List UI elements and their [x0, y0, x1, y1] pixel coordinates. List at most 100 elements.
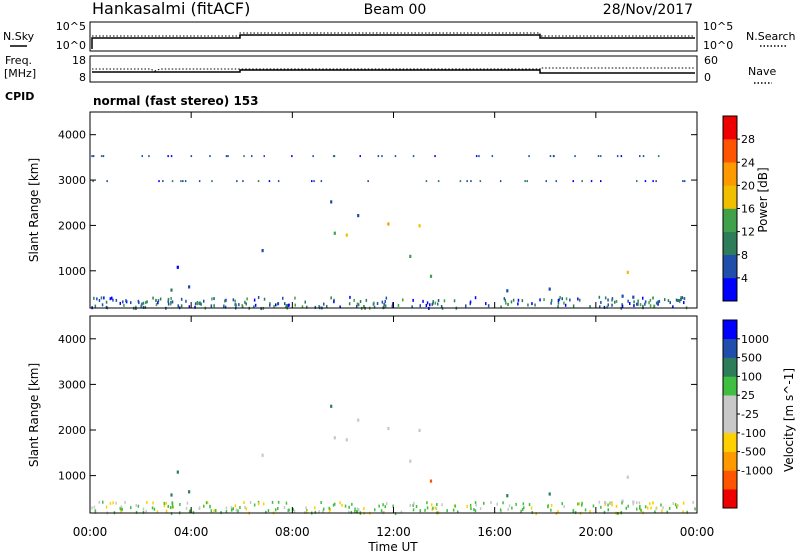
- echo-cell: [344, 504, 347, 508]
- echo-cell: [412, 508, 415, 512]
- echo-cell: [291, 155, 293, 158]
- echo-cell: [660, 503, 662, 507]
- echo-cell: [373, 305, 376, 309]
- echo-cell: [93, 296, 95, 300]
- echo-cell: [171, 300, 174, 304]
- echo-cell: [411, 305, 413, 309]
- echo-cell: [425, 304, 428, 307]
- echo-cell: [374, 508, 376, 512]
- echo-cell: [376, 302, 379, 305]
- echo-cell: [437, 302, 439, 306]
- echo-cell: [130, 506, 132, 510]
- echo-cell: [237, 509, 239, 513]
- echo-cell: [292, 507, 294, 511]
- echo-cell: [413, 501, 415, 505]
- echo-cell: [590, 180, 593, 183]
- echo-cell: [383, 302, 385, 306]
- echo-cell: [268, 180, 271, 183]
- cpid-label: CPID: [5, 90, 34, 103]
- echo-cell: [559, 296, 561, 299]
- echo-cell: [475, 155, 478, 158]
- colorbar-segment: [723, 489, 737, 509]
- echo-cell: [528, 503, 531, 507]
- echo-cell: [320, 180, 323, 183]
- echo-cell: [453, 299, 456, 303]
- freq-label-line1: Freq.: [5, 54, 32, 67]
- echo-cell: [253, 298, 256, 302]
- echo-cell: [563, 301, 565, 305]
- echo-cell: [257, 502, 260, 506]
- nsky-label: N.Sky: [3, 30, 35, 43]
- echo-cell: [180, 297, 183, 301]
- colorbar-segment: [723, 116, 737, 140]
- echo-cell: [314, 305, 317, 309]
- echo-cell: [394, 155, 397, 158]
- power-colorbar-label: Power [dB]: [756, 167, 770, 232]
- echo-cell: [426, 501, 428, 505]
- echo-cell: [644, 505, 647, 509]
- echo-cell: [470, 507, 472, 511]
- echo-cell: [328, 509, 331, 513]
- nsearch-trace: [92, 32, 695, 37]
- echo-cell: [654, 510, 656, 514]
- echo-cell: [429, 303, 431, 307]
- echo-cell: [647, 506, 649, 510]
- echo-cell: [142, 510, 145, 514]
- echo-cell: [543, 298, 545, 302]
- echo-cell: [253, 503, 256, 507]
- echo-cell: [333, 300, 335, 304]
- velocity-colorbar: 1000 500 100 25 -25 -100 -500 -1000: [722, 319, 773, 509]
- colorbar-tick-label: 24: [741, 156, 755, 169]
- echo-cell: [479, 507, 482, 511]
- echo-cell: [206, 501, 209, 505]
- velocity-plot-background: [90, 316, 697, 513]
- echo-cell: [162, 180, 164, 183]
- noise-top-tick-right: 10^5: [703, 20, 733, 33]
- freq-label-line2: [MHz]: [4, 67, 36, 80]
- echo-cell: [359, 155, 361, 158]
- echo-cell: [199, 302, 202, 306]
- colorbar-segment: [723, 376, 737, 396]
- echo-cell: [261, 453, 264, 457]
- echo-cell: [381, 300, 384, 304]
- echo-cell: [179, 503, 181, 506]
- echo-cell: [194, 305, 196, 309]
- echo-cell: [632, 502, 635, 506]
- echo-cell: [323, 507, 325, 511]
- echo-cell: [441, 503, 443, 507]
- echo-cell: [459, 180, 462, 183]
- echo-cell: [350, 510, 353, 514]
- echo-cell: [600, 300, 602, 304]
- echo-cell: [627, 299, 629, 303]
- echo-cell: [234, 299, 236, 303]
- echo-cell: [380, 509, 383, 513]
- echo-cell: [692, 500, 694, 504]
- echo-cell: [557, 510, 559, 513]
- nave-bottom-tick: 0: [704, 71, 711, 84]
- x-tick-label: 16:00: [477, 525, 512, 539]
- echo-cell: [620, 155, 623, 158]
- echo-cell: [348, 510, 350, 514]
- noise-bottom-tick-right: 10^0: [703, 39, 733, 52]
- echo-cell: [381, 155, 383, 158]
- echo-cell: [565, 297, 568, 301]
- echo-cell: [288, 508, 290, 512]
- y-tick-label: 3000: [58, 174, 86, 187]
- echo-cell: [435, 507, 438, 511]
- echo-cell: [106, 180, 108, 183]
- echo-cell: [391, 304, 394, 308]
- echo-cell: [557, 299, 560, 302]
- echo-cell: [245, 507, 247, 511]
- echo-cell: [384, 505, 386, 509]
- echo-cell: [151, 506, 154, 510]
- echo-cell: [318, 510, 320, 514]
- echo-cell: [111, 296, 113, 300]
- echo-cell: [194, 302, 197, 306]
- echo-cell: [632, 500, 635, 504]
- echo-cell: [597, 155, 600, 158]
- echo-cell: [96, 297, 98, 301]
- echo-cell: [169, 506, 172, 510]
- echo-cell: [359, 300, 362, 303]
- echo-cell: [182, 180, 184, 183]
- echo-cell: [277, 180, 280, 183]
